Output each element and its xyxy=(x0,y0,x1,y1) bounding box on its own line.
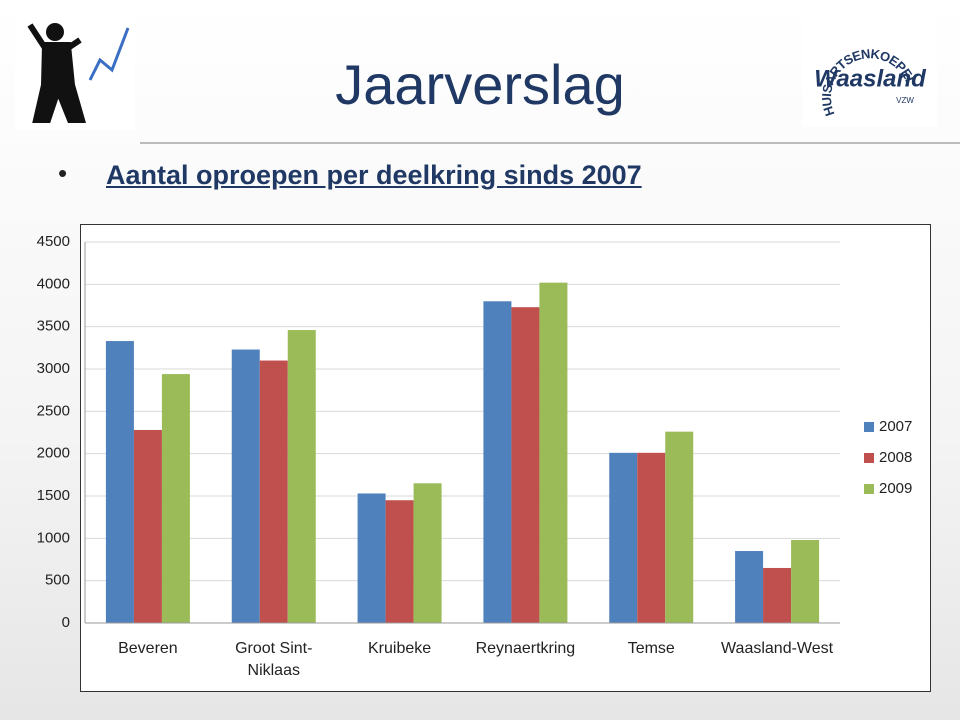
header-graphics: HUISARTSENKOEPEL Waasland VZW xyxy=(15,15,960,144)
legend-swatch xyxy=(864,453,874,463)
bar xyxy=(105,341,134,623)
bar xyxy=(357,493,386,623)
bar xyxy=(637,452,666,623)
slide-title: Jaarverslag xyxy=(335,53,625,116)
bar xyxy=(231,349,260,623)
legend-label: 2008 xyxy=(879,449,912,466)
x-tick-label: Kruibeke xyxy=(368,640,432,657)
logo-right xyxy=(802,17,937,127)
y-tick-label: 500 xyxy=(45,572,70,589)
y-tick-label: 1500 xyxy=(37,487,70,504)
bar xyxy=(735,551,764,623)
bar xyxy=(413,483,442,623)
bullet-dot: • xyxy=(58,158,68,188)
logo-figure-head xyxy=(46,23,64,41)
bar xyxy=(511,307,540,623)
bar xyxy=(385,500,414,623)
logo-suffix: VZW xyxy=(896,96,914,105)
y-tick-label: 3500 xyxy=(37,318,70,335)
bar xyxy=(609,452,638,623)
bar xyxy=(665,431,694,623)
bar xyxy=(539,282,568,623)
y-tick-label: 2500 xyxy=(37,402,70,419)
y-tick-label: 0 xyxy=(62,614,70,631)
legend-label: 2009 xyxy=(879,480,912,497)
y-tick-label: 1000 xyxy=(37,529,70,546)
y-tick-label: 4500 xyxy=(37,233,70,250)
x-tick-label: Beveren xyxy=(118,640,178,657)
legend-label: 2007 xyxy=(879,418,912,435)
legend-swatch xyxy=(864,484,874,494)
bar xyxy=(161,374,190,623)
logo-figure xyxy=(27,23,86,123)
bar xyxy=(483,301,512,623)
bar xyxy=(287,330,316,623)
y-tick-label: 3000 xyxy=(37,360,70,377)
bullet-text: Aantal oproepen per deelkring sinds 2007 xyxy=(106,160,642,190)
bar xyxy=(763,567,792,623)
logo-arrow xyxy=(88,27,130,81)
logo-name: Waasland xyxy=(814,65,927,92)
x-tick-label: Groot Sint-Niklaas xyxy=(235,640,313,679)
x-tick-label: Reynaertkring xyxy=(475,640,576,657)
bar xyxy=(259,360,288,623)
y-tick-label: 4000 xyxy=(37,275,70,292)
x-tick-label: Temse xyxy=(627,640,675,657)
x-tick-label: Waasland-West xyxy=(721,640,834,657)
bar xyxy=(791,540,820,623)
legend-swatch xyxy=(864,422,874,432)
y-tick-label: 2000 xyxy=(37,445,70,462)
bar xyxy=(133,429,162,623)
